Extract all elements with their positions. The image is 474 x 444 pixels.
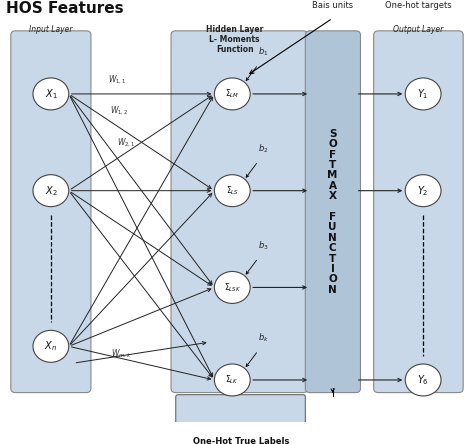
Text: $\Sigma_{LK}$: $\Sigma_{LK}$ bbox=[226, 374, 239, 386]
Text: $X_1$: $X_1$ bbox=[45, 87, 57, 101]
Circle shape bbox=[405, 174, 441, 206]
Text: $Y_2$: $Y_2$ bbox=[418, 184, 429, 198]
Text: $b_3$: $b_3$ bbox=[258, 239, 269, 252]
FancyBboxPatch shape bbox=[176, 395, 305, 426]
Circle shape bbox=[33, 78, 69, 110]
Text: Cross-Entropy: Cross-Entropy bbox=[208, 406, 274, 415]
Text: $W_{1,1}$: $W_{1,1}$ bbox=[108, 73, 126, 86]
Text: S
O
F
T
M
A
X
 
F
U
N
C
T
I
O
N: S O F T M A X F U N C T I O N bbox=[328, 129, 338, 295]
Text: Input Layer: Input Layer bbox=[29, 24, 73, 34]
Text: $Y_6$: $Y_6$ bbox=[417, 373, 429, 387]
Text: Hidden Layer
L- Moments
Function: Hidden Layer L- Moments Function bbox=[206, 24, 264, 54]
Text: $X_n$: $X_n$ bbox=[45, 339, 57, 353]
Text: $Y_1$: $Y_1$ bbox=[417, 87, 429, 101]
Text: $W_{2,1}$: $W_{2,1}$ bbox=[117, 136, 136, 149]
Text: HOS Features: HOS Features bbox=[6, 1, 124, 16]
Circle shape bbox=[405, 78, 441, 110]
Circle shape bbox=[214, 364, 250, 396]
Text: $b_k$: $b_k$ bbox=[258, 332, 269, 344]
Circle shape bbox=[214, 271, 250, 303]
Text: $b_1$: $b_1$ bbox=[258, 46, 269, 58]
FancyBboxPatch shape bbox=[11, 31, 91, 392]
Text: One-Hot True Labels: One-Hot True Labels bbox=[192, 437, 289, 444]
Text: Bais units: Bais units bbox=[312, 1, 353, 10]
Circle shape bbox=[33, 174, 69, 206]
Text: $\Sigma_{LS}$: $\Sigma_{LS}$ bbox=[226, 184, 239, 197]
Text: Output Layer: Output Layer bbox=[393, 24, 444, 34]
Text: $X_2$: $X_2$ bbox=[45, 184, 57, 198]
Circle shape bbox=[405, 364, 441, 396]
Text: $W_{1,2}$: $W_{1,2}$ bbox=[110, 105, 128, 117]
FancyBboxPatch shape bbox=[374, 31, 463, 392]
FancyBboxPatch shape bbox=[305, 31, 360, 392]
Text: $\Sigma_{LSK}$: $\Sigma_{LSK}$ bbox=[224, 281, 241, 293]
Circle shape bbox=[214, 174, 250, 206]
Text: $b_2$: $b_2$ bbox=[258, 143, 269, 155]
FancyBboxPatch shape bbox=[171, 31, 308, 392]
Text: $\Sigma_{LM}$: $\Sigma_{LM}$ bbox=[225, 87, 239, 100]
Text: One-hot targets: One-hot targets bbox=[385, 1, 452, 10]
Text: $W_{m,k}$: $W_{m,k}$ bbox=[111, 348, 132, 360]
FancyBboxPatch shape bbox=[176, 426, 305, 444]
Circle shape bbox=[214, 78, 250, 110]
Circle shape bbox=[33, 330, 69, 362]
